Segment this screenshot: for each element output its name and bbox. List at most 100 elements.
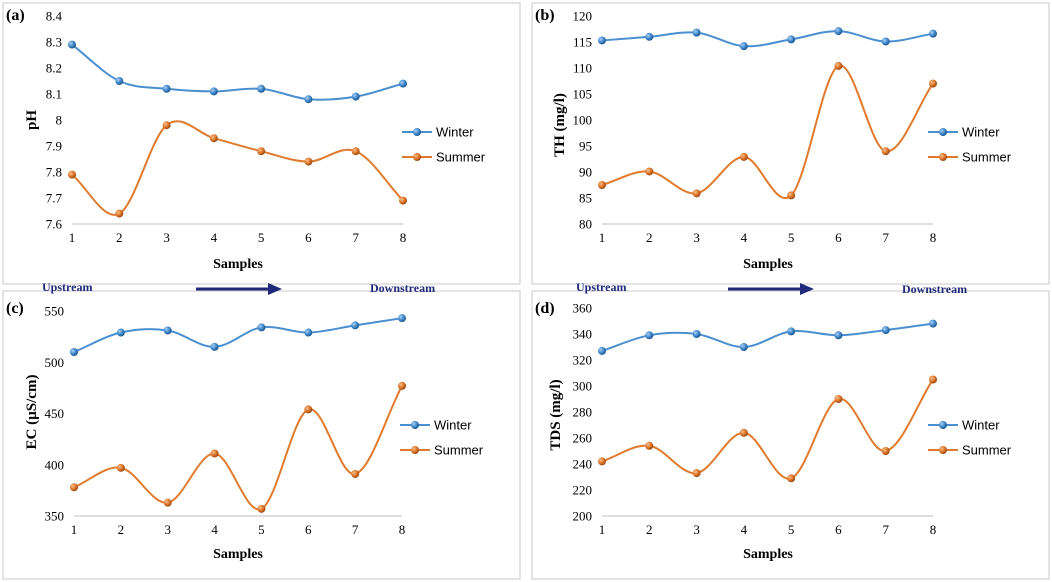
panel-b-winter-point: [692, 28, 701, 37]
panel-c-summer-point: [70, 483, 78, 492]
panel-d-winter-point: [881, 326, 890, 335]
panel-c-x-tick-label: 1: [71, 522, 78, 537]
panel-b-y-tick-label: 80: [579, 217, 592, 232]
panel-d-frame: [531, 290, 1050, 580]
panel-c-x-tick-label: 5: [258, 522, 265, 537]
panel-b-summer-line: [601, 64, 934, 200]
panel-d-summer-line: [601, 378, 934, 480]
panel-d-x-tick-label: 2: [646, 522, 653, 537]
panel-d-y-tick-label: 360: [573, 301, 593, 316]
panel-b-summer-point: [881, 147, 890, 156]
panel-d-x-axis-title: Samples: [743, 547, 793, 562]
panel-c-winter-point: [70, 348, 78, 356]
panel-a-legend-winter: Winter: [402, 125, 474, 140]
panel-d-x-tick-label: 8: [930, 522, 937, 537]
panel-d-winter-point: [598, 346, 606, 355]
panel-d-summer-point: [598, 457, 606, 466]
panel-c-winter-point: [398, 314, 406, 323]
panel-c-x-tick-label: 8: [399, 522, 406, 537]
panel-b-x-tick-label: 4: [741, 230, 748, 245]
panel-a-winter-point: [162, 84, 171, 93]
panel-a-winter-point: [399, 79, 407, 88]
panel-a-x-tick-label: 2: [116, 230, 123, 245]
panel-a-summer-point: [351, 147, 360, 156]
flow-arrow-head-left: [268, 283, 282, 295]
panel-d-y-tick-label: 260: [573, 431, 593, 446]
panel-a-summer-point: [115, 209, 124, 218]
panel-b-x-tick-label: 1: [599, 230, 606, 245]
panel-d-legend-winter: Winter: [928, 418, 1000, 433]
panel-b-y-tick-label: 120: [573, 9, 593, 24]
panel-d-x-tick-label: 5: [788, 522, 795, 537]
downstream-label-left: Downstream: [370, 281, 435, 295]
panel-a-y-axis-title: pH: [24, 110, 40, 130]
panel-a-winter-point: [257, 84, 266, 93]
panel-c-y-tick-label: 550: [45, 304, 65, 319]
panel-d-y-tick-label: 220: [573, 483, 593, 498]
panel-c-legend-summer: Summer: [400, 443, 484, 458]
legend-summer-swatch-marker: [939, 153, 947, 161]
panel-a-winter-point: [115, 77, 124, 85]
legend-winter-swatch-marker: [939, 128, 947, 136]
panel-a-winter-point: [209, 87, 218, 96]
panel-b-summer-point: [834, 61, 843, 70]
panel-a-x-tick-label: 4: [211, 230, 218, 245]
panel-a-frame: [2, 2, 521, 285]
panel-c-winter-point: [163, 326, 172, 335]
panel-a-x-tick-label: 7: [352, 230, 359, 245]
panel-c-summer-point: [351, 469, 360, 478]
panel-d-legend-summer: Summer: [928, 443, 1012, 458]
panel-d-winter-point: [929, 319, 937, 328]
panel-d-plot: 200 220 240 260 280 300 320 340 360 1 2 3 4 5 6 7 8 Winte…: [573, 301, 1012, 538]
panel-b-winter-point: [645, 32, 654, 41]
panel-a-winter-point: [304, 95, 313, 104]
legend-summer-label: Summer: [962, 150, 1012, 165]
panel-b-winter-point: [787, 35, 796, 44]
panel-b-y-tick-label: 110: [573, 61, 592, 76]
panel-c-legend-winter: Winter: [400, 418, 472, 433]
panel-c-summer-point: [304, 405, 313, 414]
panel-a-x-tick-label: 8: [400, 230, 407, 245]
panel-c-x-tick-label: 2: [118, 522, 125, 537]
panel-d-summer-point: [881, 447, 890, 455]
panel-b-winter-point: [739, 42, 748, 51]
flow-arrow-head-right: [800, 283, 814, 295]
panel-b-winter-point: [598, 36, 606, 45]
flow-indicator-left: Upstream Downstream: [42, 280, 435, 295]
panel-b-y-tick-label: 105: [573, 87, 593, 102]
panel-d-summer-point: [929, 375, 937, 384]
panel-c-winter-point: [210, 342, 219, 351]
panel-d-summer-point: [739, 428, 748, 437]
panel-b-summer-point: [739, 152, 748, 161]
panel-b-winter-point: [881, 37, 890, 46]
panel-c-summer-line: [73, 385, 403, 511]
panel-c-y-tick-label: 400: [45, 457, 65, 472]
panel-a-x-tick-label: 3: [163, 230, 170, 245]
panel-a-winter-line: [71, 43, 404, 101]
panel-a-winter-point: [68, 40, 76, 49]
panel-d-winter-point: [787, 327, 796, 336]
panel-a-x-tick-label: 5: [258, 230, 265, 245]
panel-b-y-axis-title: TH (mg/l): [552, 93, 568, 157]
legend-summer-label: Summer: [436, 150, 486, 165]
panel-a-y-tick-label: 7.8: [46, 165, 62, 180]
panel-a-y-tick-label: 7.7: [46, 191, 63, 206]
panel-a-summer-point: [399, 196, 407, 205]
legend-summer-swatch-marker: [413, 153, 421, 161]
panel-b-winter-point: [929, 29, 937, 38]
panel-a-y-tick-label: 8.2: [46, 61, 62, 76]
panel-b-y-tick-label: 100: [573, 113, 593, 128]
panel-b-y-tick-label: 90: [579, 165, 592, 180]
panel-d-y-tick-label: 200: [573, 509, 593, 524]
legend-winter-swatch-marker: [413, 128, 421, 136]
panel-a-plot: 7.6 7.7 7.8 7.9 8 8.1 8.2 8.3 8.4 1 2 3 4 5 6 7 8 Winter S…: [46, 9, 486, 246]
legend-winter-label: Winter: [962, 418, 1000, 433]
panel-c-y-tick-label: 500: [45, 355, 65, 370]
panel-d-y-tick-label: 340: [573, 327, 593, 342]
legend-winter-label: Winter: [962, 125, 1000, 140]
panel-d-x-tick-label: 6: [835, 522, 842, 537]
panel-a-summer-point: [304, 157, 313, 166]
panel-a-y-tick-label: 7.9: [46, 139, 62, 154]
panel-b-plot: 80 85 90 95 100 105 110 115 120 1 2 3 4 5 6 7 8 Winter Sum…: [573, 9, 1012, 246]
